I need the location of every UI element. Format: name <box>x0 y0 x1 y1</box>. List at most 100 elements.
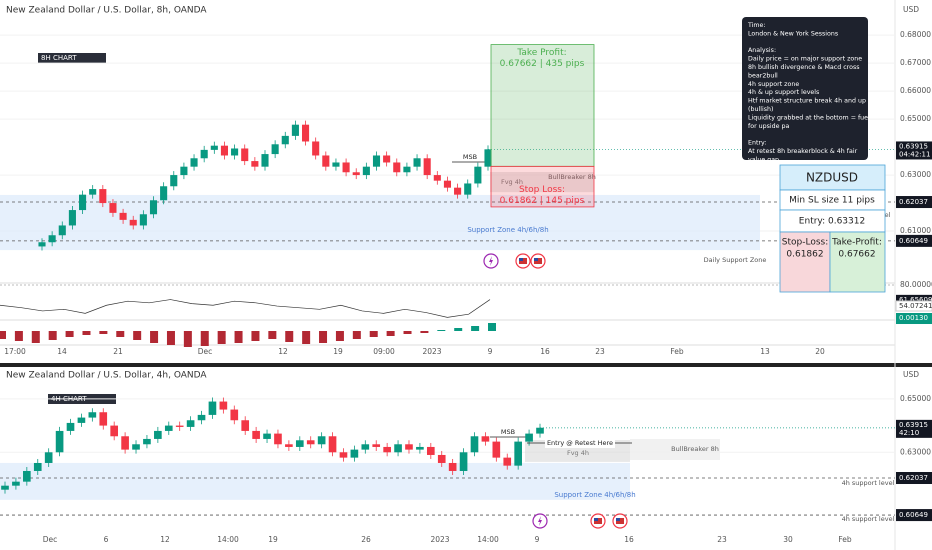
macd-bar <box>454 328 463 331</box>
candle <box>525 433 533 442</box>
x-tick-label: 14 <box>57 347 67 356</box>
bullbreaker-box <box>630 439 720 460</box>
bolt <box>489 256 493 266</box>
candle <box>88 412 97 418</box>
y-tick-label: 0.63000 <box>900 447 931 456</box>
flag <box>594 518 598 521</box>
candle <box>312 141 320 156</box>
candle <box>132 444 140 450</box>
note-line: bear2bull <box>748 72 778 79</box>
level-label: 4h support level <box>842 479 895 487</box>
msb-label: MSB <box>501 428 515 436</box>
candle <box>274 433 282 445</box>
x-tick-label: 19 <box>268 535 278 544</box>
table-cell <box>779 231 831 293</box>
y-tick-label: 0.66000 <box>900 86 931 95</box>
candle <box>291 124 299 136</box>
entry-note: Entry @ Retest Here <box>547 439 613 447</box>
macd-bar <box>133 331 142 340</box>
rsi-line <box>0 299 491 318</box>
rsi-tick-label: 80.00000 <box>900 280 932 289</box>
rsi-readout: 54.07241 <box>899 302 932 310</box>
x-tick-label: 23 <box>717 535 727 544</box>
table-text: Entry: 0.63312 <box>799 217 865 227</box>
candle <box>332 162 340 167</box>
macd-bar <box>234 331 243 343</box>
candle <box>241 420 250 431</box>
bullbreaker-label: BullBreaker 8h <box>548 173 596 181</box>
x-tick-label: 9 <box>535 535 540 544</box>
price-tag-label: 0.62037 <box>899 474 928 482</box>
macd-bar <box>217 331 226 344</box>
candle <box>197 414 206 421</box>
candle <box>110 425 119 437</box>
y-tick-label: 0.65000 <box>900 394 931 403</box>
candle <box>352 172 360 176</box>
macd-readout: 0.00130 <box>899 314 928 322</box>
candle <box>170 175 178 187</box>
macd-bar <box>14 331 23 341</box>
macd-bar <box>471 326 480 331</box>
price-tag-label: 0.62037 <box>899 198 928 206</box>
x-tick-label: 16 <box>540 347 550 356</box>
price-tag-label: 0.60649 <box>899 511 928 519</box>
macd-bar <box>403 331 412 334</box>
candle <box>295 440 304 447</box>
flag <box>616 518 620 521</box>
take-profit-box <box>490 44 595 167</box>
candle <box>339 452 348 458</box>
support-zone-label: Support Zone 4h/6h/8h <box>467 226 548 234</box>
candle <box>413 158 421 167</box>
candle <box>55 430 64 453</box>
candle <box>219 401 228 410</box>
candle <box>231 148 239 156</box>
macd-bar <box>48 331 57 340</box>
candle <box>208 401 217 415</box>
candle <box>149 200 158 215</box>
x-tick-label: Dec <box>43 535 58 544</box>
currency-label: USD <box>903 370 919 379</box>
note-line: Liquidity grabbed at the bottom = fuel <box>748 114 870 121</box>
x-tick-label: 19 <box>333 347 343 356</box>
macd-bar <box>319 331 328 343</box>
candle <box>474 166 482 184</box>
note-line: (bullish) <box>748 106 773 113</box>
candle <box>403 166 411 173</box>
candle <box>48 235 56 243</box>
candle <box>78 194 87 211</box>
candle <box>230 409 239 421</box>
bullbreaker-label: BullBreaker 8h <box>671 445 719 453</box>
chart-header: New Zealand Dollar / U.S. Dollar, 8h, OA… <box>6 6 207 16</box>
candle <box>200 149 208 159</box>
candle <box>38 242 46 247</box>
candle <box>251 161 259 167</box>
fvg-label: Fvg 4h <box>501 178 523 186</box>
currency-label: USD <box>903 5 919 14</box>
candle <box>285 444 293 447</box>
candle <box>23 470 31 482</box>
price-tag <box>896 196 932 209</box>
y-tick-label: 0.68000 <box>900 30 931 39</box>
candle <box>423 158 431 176</box>
note-line: for upside pa <box>748 123 790 130</box>
table-text: Min SL size 11 pips <box>789 196 875 206</box>
table-cell <box>779 164 886 191</box>
countdown-label: 42:10 <box>899 429 919 437</box>
last-price-label: 0.63915 <box>899 421 928 429</box>
stop-loss-box <box>490 165 595 208</box>
candle <box>433 175 441 181</box>
macd-bar <box>285 331 294 342</box>
y-tick-label: 0.61000 <box>900 226 931 235</box>
note-line: 4h & up support levels <box>748 89 819 96</box>
price-tag <box>896 472 932 485</box>
x-tick-label: 26 <box>361 535 371 544</box>
price-tag <box>896 509 932 522</box>
candle <box>383 446 391 453</box>
candle <box>186 420 195 427</box>
candle <box>503 457 512 466</box>
table-text: Take-Profit: <box>831 238 882 248</box>
table-text: Stop-Loss: <box>782 238 828 248</box>
candle <box>44 452 53 463</box>
candle <box>464 183 472 195</box>
